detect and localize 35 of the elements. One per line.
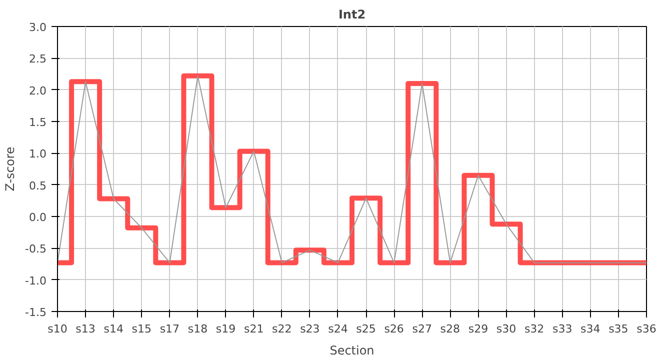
- x-tick-label: s19: [216, 322, 236, 336]
- x-tick-label: s18: [188, 322, 208, 336]
- x-tick-label: s22: [272, 322, 292, 336]
- x-tick-label: s30: [496, 322, 516, 336]
- y-tick-label: 0.0: [29, 211, 47, 224]
- chart-title: Int2: [338, 8, 366, 22]
- x-tick-label: s26: [384, 322, 404, 336]
- x-tick-label: s15: [132, 322, 152, 336]
- x-tick-label: s36: [636, 322, 656, 336]
- y-tick-label: 1.0: [29, 148, 47, 161]
- y-tick-label: -1.5: [25, 306, 47, 319]
- y-tick-label: -0.5: [25, 242, 47, 256]
- x-tick-label: s27: [412, 322, 432, 336]
- y-tick-label: 0.5: [29, 179, 47, 192]
- x-tick-label: s23: [300, 322, 320, 336]
- x-tick-label: s28: [440, 322, 460, 336]
- x-tick-label: s29: [468, 322, 488, 336]
- x-tick-label: s25: [356, 322, 376, 336]
- y-tick-label: 2.0: [29, 84, 47, 98]
- x-tick-label: s33: [552, 322, 572, 336]
- x-tick-label: s24: [328, 322, 348, 336]
- x-tick-label: s32: [524, 322, 544, 336]
- y-axis-title: Z-score: [3, 146, 18, 192]
- y-tick-label: 2.5: [29, 52, 47, 66]
- x-tick-label: s21: [244, 322, 264, 336]
- y-tick-label: 3.0: [29, 21, 47, 34]
- x-axis-title: Section: [330, 344, 374, 358]
- x-tick-label: s14: [104, 322, 124, 336]
- y-tick-label: 1.5: [29, 116, 47, 129]
- x-tick-label: s13: [76, 322, 96, 336]
- x-tick-label: s17: [160, 322, 180, 336]
- x-tick-label: s34: [580, 322, 600, 336]
- y-tick-label: -1.0: [25, 274, 47, 288]
- x-tick-label: s10: [48, 322, 68, 336]
- x-tick-label: s35: [608, 322, 628, 336]
